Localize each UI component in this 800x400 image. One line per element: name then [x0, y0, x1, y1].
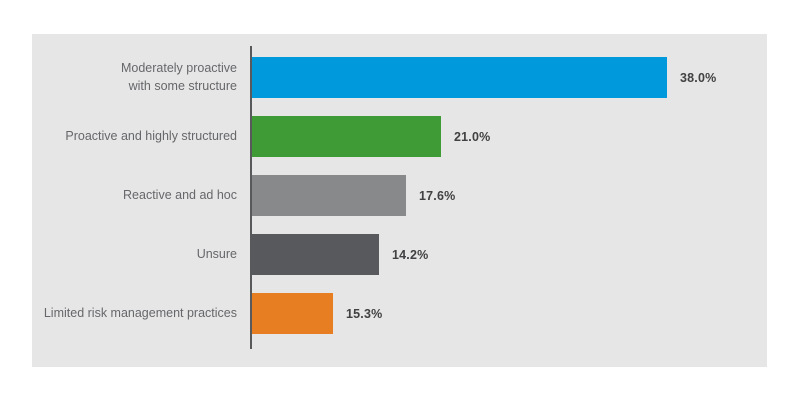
- category-label: Unsure: [196, 246, 237, 261]
- chart-panel: Moderately proactive with some structure…: [32, 34, 767, 367]
- category-label: Proactive and highly structured: [65, 128, 237, 143]
- value-label: 21.0%: [454, 129, 491, 144]
- bar-rows: Moderately proactive with some structure…: [32, 57, 767, 334]
- bar-limited-practices: [252, 293, 333, 334]
- bar-row-reactive-ad-hoc: Reactive and ad hoc 17.6%: [32, 175, 767, 216]
- bar-row-unsure: Unsure 14.2%: [32, 234, 767, 275]
- bar-row-proactive-structured: Proactive and highly structured 21.0%: [32, 116, 767, 157]
- value-label: 15.3%: [346, 306, 383, 321]
- category-label: Reactive and ad hoc: [123, 187, 237, 202]
- value-label: 17.6%: [419, 188, 456, 203]
- bar-reactive-ad-hoc: [252, 175, 406, 216]
- value-label: 14.2%: [392, 247, 429, 262]
- bar-unsure: [252, 234, 379, 275]
- value-label: 38.0%: [680, 70, 717, 85]
- bar-moderately-proactive: [252, 57, 667, 98]
- category-axis-line: [250, 46, 252, 349]
- category-label: Limited risk management practices: [43, 305, 237, 320]
- bar-row-moderately-proactive: Moderately proactive with some structure…: [32, 57, 767, 98]
- category-label: Moderately proactive with some structure: [120, 61, 237, 93]
- bar-proactive-structured: [252, 116, 441, 157]
- bar-row-limited-practices: Limited risk management practices 15.3%: [32, 293, 767, 334]
